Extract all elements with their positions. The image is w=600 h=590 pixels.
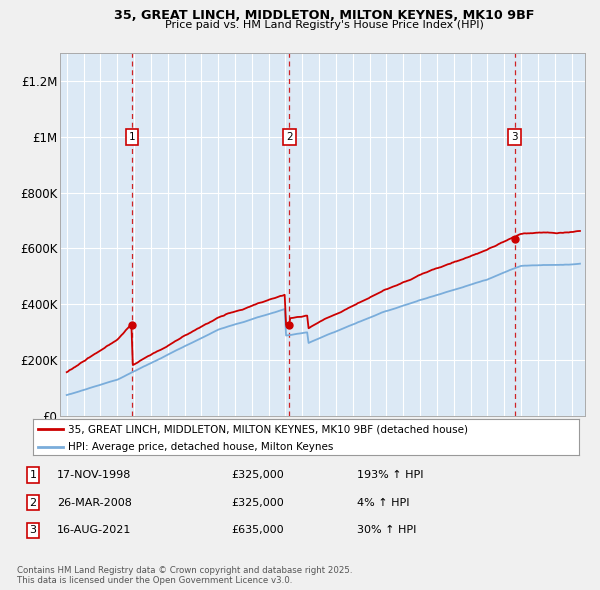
Text: HPI: Average price, detached house, Milton Keynes: HPI: Average price, detached house, Milt… xyxy=(68,442,334,453)
Text: 193% ↑ HPI: 193% ↑ HPI xyxy=(357,470,424,480)
Text: 16-AUG-2021: 16-AUG-2021 xyxy=(57,526,131,535)
Text: 2: 2 xyxy=(286,132,293,142)
Text: £635,000: £635,000 xyxy=(231,526,284,535)
Text: 3: 3 xyxy=(29,526,37,535)
Text: 3: 3 xyxy=(511,132,518,142)
Text: Contains HM Land Registry data © Crown copyright and database right 2025.
This d: Contains HM Land Registry data © Crown c… xyxy=(17,566,352,585)
Text: 2: 2 xyxy=(29,498,37,507)
Text: £325,000: £325,000 xyxy=(231,470,284,480)
Text: 30% ↑ HPI: 30% ↑ HPI xyxy=(357,526,416,535)
Text: 35, GREAT LINCH, MIDDLETON, MILTON KEYNES, MK10 9BF (detached house): 35, GREAT LINCH, MIDDLETON, MILTON KEYNE… xyxy=(68,424,469,434)
Text: 17-NOV-1998: 17-NOV-1998 xyxy=(57,470,131,480)
Text: £325,000: £325,000 xyxy=(231,498,284,507)
Text: 1: 1 xyxy=(129,132,136,142)
Text: 4% ↑ HPI: 4% ↑ HPI xyxy=(357,498,409,507)
Text: 1: 1 xyxy=(29,470,37,480)
Text: Price paid vs. HM Land Registry's House Price Index (HPI): Price paid vs. HM Land Registry's House … xyxy=(164,20,484,30)
Text: 35, GREAT LINCH, MIDDLETON, MILTON KEYNES, MK10 9BF: 35, GREAT LINCH, MIDDLETON, MILTON KEYNE… xyxy=(114,9,534,22)
Text: 26-MAR-2008: 26-MAR-2008 xyxy=(57,498,132,507)
